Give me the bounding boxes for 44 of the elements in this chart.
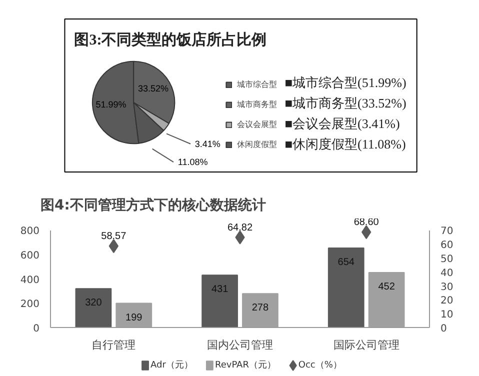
chart-title: 图3:不同类型的饭店所占比例 xyxy=(74,30,267,48)
legend-label: 城市商务型 xyxy=(237,99,277,110)
text: ■休闲度假型(11.08%) xyxy=(284,136,406,152)
data-label: 278 xyxy=(252,302,269,314)
data-label: 199 xyxy=(126,312,143,324)
y-tick-label: 0 xyxy=(33,324,40,334)
y2-tick-label: 30 xyxy=(440,282,454,293)
text: ■城市综合型(51.99%) xyxy=(284,75,406,90)
y-tick-label: 800 xyxy=(20,226,40,238)
legend-label: RevPAR（元） xyxy=(214,360,276,370)
y2-tick-label: 60 xyxy=(440,240,454,252)
bar xyxy=(75,288,112,328)
y2-tick-label: 0 xyxy=(440,324,447,334)
y2-tick-label: 20 xyxy=(440,296,454,307)
text: ■城市商务型(33.52%) xyxy=(284,96,406,110)
data-label: 654 xyxy=(338,256,355,268)
x-tick-label: 国内公司管理 xyxy=(207,338,273,352)
data-label: 11.08% xyxy=(178,157,208,168)
data-label: 431 xyxy=(211,284,229,296)
y2-tick-label: 40 xyxy=(440,268,454,279)
legend-label: 城市综合型 xyxy=(237,79,277,90)
y2-tick-label: 10 xyxy=(440,310,454,321)
data-label: 58.57 xyxy=(101,231,127,242)
x-tick-label: 自行管理 xyxy=(92,338,136,352)
legend-label: 会议会展型 xyxy=(237,119,277,130)
data-label: 33.52% xyxy=(138,83,169,94)
legend-label: 休闲度假型 xyxy=(237,139,277,150)
bar xyxy=(328,247,364,328)
legend-label: Occ（%） xyxy=(298,360,342,370)
y-tick-label: 400 xyxy=(20,274,40,286)
chart-title: 图4:不同管理方式下的核心数据统计 xyxy=(40,196,266,214)
data-label: 51.99% xyxy=(96,99,126,110)
data-label: 452 xyxy=(378,282,396,293)
data-label: 64.82 xyxy=(227,222,253,234)
y2-tick-label: 70 xyxy=(440,226,454,238)
data-label: 320 xyxy=(85,298,102,309)
data-label: 3.41% xyxy=(194,138,220,149)
bar xyxy=(202,274,238,328)
y-tick-label: 200 xyxy=(20,299,40,310)
legend-label: Adr（元） xyxy=(150,360,193,370)
text: ■会议会展型(3.41%) xyxy=(284,116,400,131)
y2-tick-label: 50 xyxy=(440,254,454,265)
x-tick-label: 国际公司管理 xyxy=(333,338,400,352)
y-tick-label: 600 xyxy=(20,250,40,262)
